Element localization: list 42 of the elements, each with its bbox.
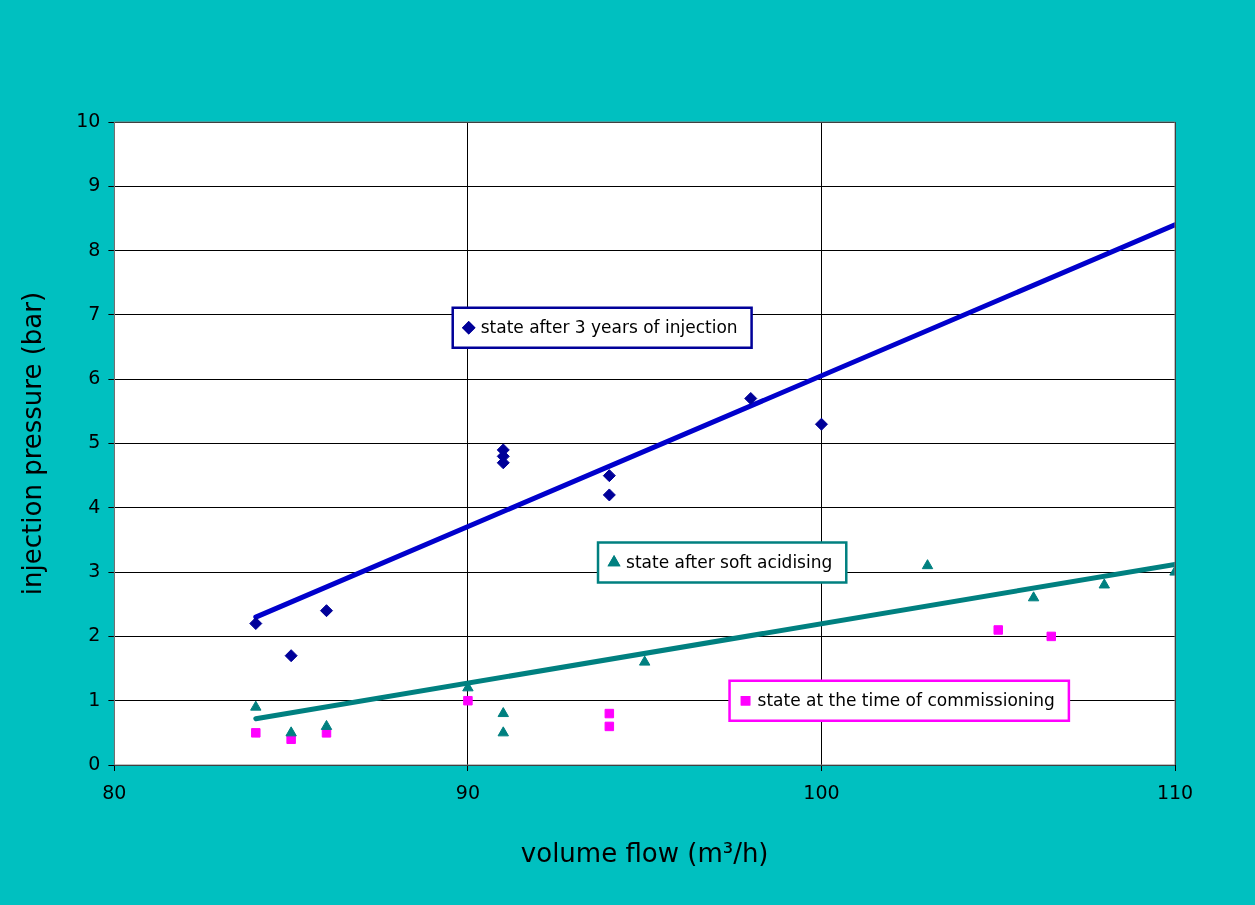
point: [744, 391, 758, 405]
legend-label: state at the time of commissioning: [757, 690, 1055, 711]
point: [497, 726, 509, 737]
y-tick-label: 8: [88, 237, 101, 260]
x-tick-label: 100: [803, 781, 840, 804]
point: [638, 655, 651, 666]
point: [1046, 631, 1056, 642]
point: [602, 469, 616, 483]
point: [284, 649, 298, 663]
x-tick-label: 80: [102, 781, 127, 804]
point: [993, 625, 1003, 635]
point: [604, 708, 615, 719]
x-tick-label: 90: [455, 781, 481, 804]
point: [921, 559, 934, 570]
point: [463, 695, 473, 706]
y-tick-label: 9: [88, 173, 101, 196]
point: [1027, 591, 1040, 602]
x-axis-title: volume flow (m³/h): [520, 838, 769, 869]
point: [814, 417, 828, 431]
point: [251, 728, 261, 738]
point: [604, 721, 615, 732]
y-tick-label: 4: [88, 494, 101, 517]
point: [320, 604, 333, 618]
point: [320, 719, 333, 730]
y-tick-label: 10: [76, 108, 101, 131]
y-tick-label: 5: [88, 430, 101, 453]
y-tick-label: 3: [88, 559, 101, 582]
y-tick-label: 0: [88, 751, 101, 774]
y-tick-label: 6: [88, 366, 101, 389]
point: [249, 617, 263, 631]
y-axis-title: injection pressure (bar): [17, 291, 48, 596]
point: [497, 707, 509, 718]
point: [1098, 578, 1110, 589]
point: [285, 726, 297, 737]
legend-label: state after 3 years of injection: [480, 317, 738, 338]
y-tick-label: 2: [88, 623, 101, 646]
y-tick-label: 1: [88, 687, 101, 710]
y-tick-label: 7: [88, 301, 101, 324]
point: [602, 488, 616, 502]
x-tick-label: 110: [1156, 781, 1194, 804]
point: [250, 700, 262, 711]
legend-label: state after soft acidising: [626, 551, 833, 572]
